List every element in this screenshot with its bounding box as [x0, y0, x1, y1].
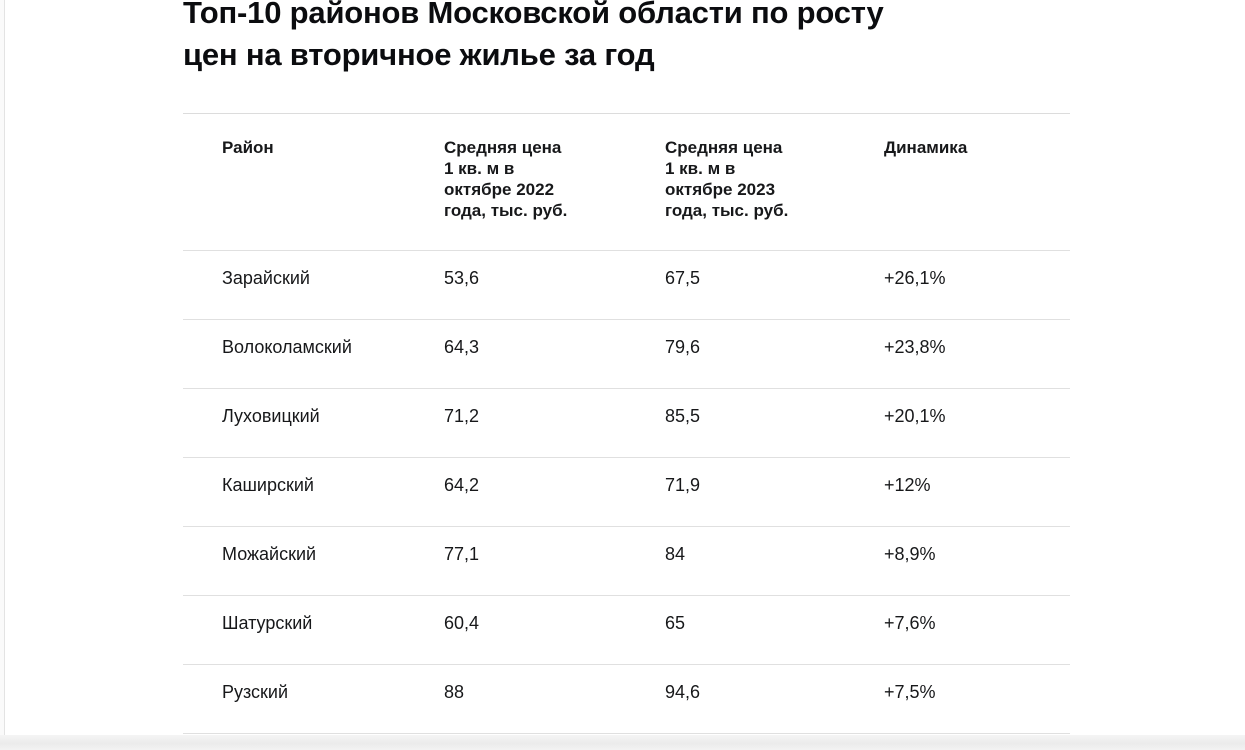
- cell-price-2023: 79,6: [665, 337, 701, 357]
- cell-district: Луховицкий: [222, 406, 320, 426]
- table-header: Район Средняя цена 1 кв. м в октябре 2022 г…: [183, 114, 1070, 251]
- table-body: Зарайский 53,6 67,5 +26,1% Волоколамский…: [183, 251, 1070, 734]
- cell-district: Шатурский: [222, 613, 313, 633]
- cell-dynamics: +26,1%: [884, 268, 946, 288]
- cell-price-2023: 67,5: [665, 268, 701, 288]
- header-cell-district: Район: [222, 138, 274, 157]
- table-row: Шатурский 60,4 65 +7,6%: [183, 596, 1070, 665]
- bottom-fade: [0, 735, 1245, 750]
- cell-price-2023: 71,9: [665, 475, 701, 495]
- header-cell-price-2023: Средняя цена 1 кв. м в октябре 2023 года, т…: [665, 138, 789, 220]
- table-row: Каширский 64,2 71,9 +12%: [183, 458, 1070, 527]
- cell-price-2023: 94,6: [665, 682, 701, 702]
- cell-price-2023: 85,5: [665, 406, 701, 426]
- cell-district: Можайский: [222, 544, 317, 564]
- table-row: Зарайский 53,6 67,5 +26,1%: [183, 251, 1070, 320]
- cell-price-2022: 88: [444, 682, 465, 702]
- cell-dynamics: +20,1%: [884, 406, 946, 426]
- cell-dynamics: +7,5%: [884, 682, 936, 702]
- left-edge-divider: [0, 0, 5, 750]
- price-growth-table: Район Средняя цена 1 кв. м в октябре 2022 г…: [183, 113, 1070, 734]
- table-row: Можайский 77,1 84 +8,9%: [183, 527, 1070, 596]
- cell-dynamics: +7,6%: [884, 613, 936, 633]
- table-row: Рузский 88 94,6 +7,5%: [183, 665, 1070, 734]
- cell-district: Каширский: [222, 475, 314, 495]
- cell-dynamics: +8,9%: [884, 544, 936, 564]
- cell-district: Рузский: [222, 682, 289, 702]
- cell-price-2022: 60,4: [444, 613, 480, 633]
- cell-district: Зарайский: [222, 268, 310, 288]
- cell-price-2022: 71,2: [444, 406, 480, 426]
- article-content: Топ-10 районов Московской области по рос…: [183, 0, 1070, 734]
- cell-price-2023: 65: [665, 613, 686, 633]
- cell-price-2022: 64,2: [444, 475, 480, 495]
- table-row: Волоколамский 64,3 79,6 +23,8%: [183, 320, 1070, 389]
- cell-dynamics: +12%: [884, 475, 931, 495]
- header-cell-price-2022: Средняя цена 1 кв. м в октябре 2022 года, т…: [444, 138, 568, 220]
- header-cell-dynamics: Динамика: [884, 138, 968, 157]
- page-title: Топ-10 районов Московской области по рос…: [183, 0, 884, 72]
- cell-district: Волоколамский: [222, 337, 352, 357]
- cell-price-2022: 64,3: [444, 337, 480, 357]
- cell-price-2022: 53,6: [444, 268, 480, 288]
- cell-price-2023: 84: [665, 544, 686, 564]
- cell-price-2022: 77,1: [444, 544, 480, 564]
- cell-dynamics: +23,8%: [884, 337, 946, 357]
- table-row: Луховицкий 71,2 85,5 +20,1%: [183, 389, 1070, 458]
